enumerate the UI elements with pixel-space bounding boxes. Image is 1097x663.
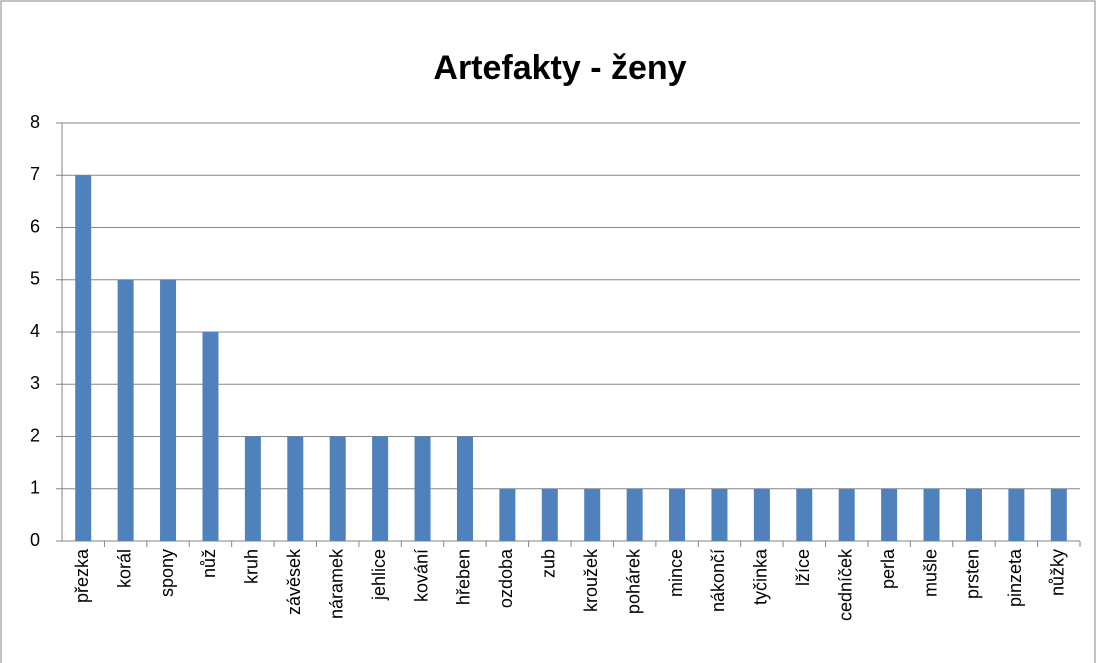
y-tick-label: 4: [30, 321, 40, 341]
bar: [414, 436, 431, 541]
bar: [796, 488, 813, 541]
x-tick-label: nůž: [199, 549, 219, 578]
x-tick-label: prsten: [963, 549, 983, 599]
y-tick-label: 5: [30, 269, 40, 289]
x-tick-label: ozdoba: [496, 548, 516, 608]
bar: [372, 436, 389, 541]
bar: [287, 436, 304, 541]
y-tick-label: 7: [30, 164, 40, 184]
x-tick-label: zub: [539, 549, 559, 578]
bar: [711, 488, 728, 541]
bar: [669, 488, 686, 541]
x-tick-label: kroužek: [581, 548, 601, 612]
bar: [1008, 488, 1025, 541]
bar: [244, 436, 261, 541]
x-tick-label: jehlice: [369, 549, 389, 601]
x-tick-label: perla: [878, 548, 898, 589]
x-tick-label: mince: [666, 549, 686, 597]
x-tick-label: pohárek: [623, 548, 643, 614]
x-tick-label: lžíce: [793, 549, 813, 586]
y-tick-label: 6: [30, 216, 40, 236]
x-tick-label: korál: [114, 549, 134, 588]
x-tick-label: nákončí: [708, 549, 728, 612]
x-tick-label: přezka: [72, 548, 92, 603]
x-tick-label: pinzeta: [1005, 548, 1025, 607]
bar: [329, 436, 346, 541]
bar: [626, 488, 643, 541]
x-tick-label: nůžky: [1048, 549, 1068, 596]
bar: [965, 488, 982, 541]
chart-title: Artefakty - ženy: [433, 49, 686, 87]
x-tick-label: kování: [411, 549, 431, 602]
bar: [838, 488, 855, 541]
y-tick-label: 2: [30, 425, 40, 445]
x-tick-label: cedníček: [835, 548, 855, 621]
x-tick-label: hřeben: [454, 549, 474, 605]
bar: [541, 488, 558, 541]
bar: [75, 175, 92, 541]
bar: [160, 279, 177, 541]
bar: [202, 332, 219, 541]
bar: [499, 488, 516, 541]
y-tick-label: 3: [30, 373, 40, 393]
x-tick-label: spony: [157, 549, 177, 597]
bar: [923, 488, 940, 541]
x-tick-label: tyčinka: [751, 548, 771, 605]
y-tick-label: 8: [30, 112, 40, 132]
bar: [1050, 488, 1067, 541]
y-tick-label: 1: [30, 478, 40, 498]
y-tick-label: 0: [30, 530, 40, 550]
bar: [117, 279, 134, 541]
bar: [753, 488, 770, 541]
x-tick-label: mušle: [920, 549, 940, 597]
bar: [881, 488, 898, 541]
x-tick-label: závěsek: [284, 548, 304, 615]
bar: [456, 436, 473, 541]
bar: [584, 488, 601, 541]
x-tick-label: náramek: [326, 548, 346, 619]
x-tick-label: kruh: [242, 549, 262, 584]
